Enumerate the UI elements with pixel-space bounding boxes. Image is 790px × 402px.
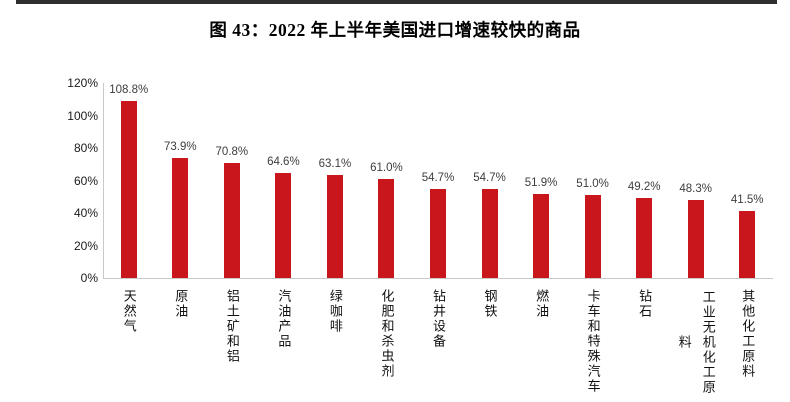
category-label: 钻石 (637, 289, 653, 319)
category-label: 燃油 (534, 289, 550, 319)
figure-title: 图 43：2022 年上半年美国进口增速较快的商品 (209, 20, 581, 40)
category-label: 天然气 (121, 289, 137, 334)
bar (430, 189, 446, 278)
y-tick-label: 40% (73, 206, 98, 220)
bar (275, 173, 292, 278)
bar-value-label: 48.3% (679, 182, 712, 195)
bar-value-label: 54.7% (473, 172, 506, 185)
bar-value-label: 64.6% (267, 156, 300, 169)
category-label: 绿咖啡 (327, 289, 343, 334)
bar-value-label: 108.8% (109, 84, 149, 97)
bar (223, 162, 240, 278)
bar (378, 178, 395, 278)
category-label: 化肥和杀虫剂 (379, 289, 395, 379)
bar-value-label: 73.9% (163, 140, 197, 153)
bar-value-label: 41.5% (730, 193, 764, 206)
bar (481, 189, 498, 278)
bar (120, 101, 137, 278)
y-tick-label: 120% (67, 76, 98, 90)
bar-value-label: 51.9% (524, 176, 558, 189)
bar-value-label: 63.1% (318, 158, 352, 171)
bar-value-label: 70.8% (215, 145, 249, 158)
y-tick-label: 0% (80, 271, 98, 285)
bar-value-label: 49.2% (627, 181, 661, 194)
bar (172, 157, 189, 278)
y-tick-label: 60% (73, 173, 98, 188)
bar (687, 199, 704, 278)
category-label: 铝土矿和铝 (224, 289, 240, 364)
category-label: 工业无机化工原料 (676, 289, 716, 395)
category-label: 卡车和特殊汽车 (585, 289, 601, 394)
bar (326, 175, 343, 278)
category-label: 原油 (173, 289, 189, 319)
category-label: 钢铁 (482, 289, 498, 319)
y-tick-label: 20% (73, 238, 98, 253)
category-label: 其他化工原料 (740, 289, 756, 379)
y-tick-label: 100% (67, 108, 98, 123)
bar (636, 198, 653, 278)
bar-value-label: 61.0% (370, 161, 403, 174)
y-tick-label: 80% (73, 141, 98, 155)
bar (533, 193, 550, 278)
bar (584, 195, 601, 278)
category-label: 汽油产品 (276, 289, 292, 349)
category-label: 钻井设备 (431, 289, 446, 349)
header-rule (16, 0, 777, 4)
x-axis-line (103, 278, 773, 279)
y-axis-line (103, 83, 104, 278)
bar-value-label: 54.7% (421, 172, 455, 185)
bar-value-label: 51.0% (576, 178, 609, 191)
bar (739, 210, 756, 278)
